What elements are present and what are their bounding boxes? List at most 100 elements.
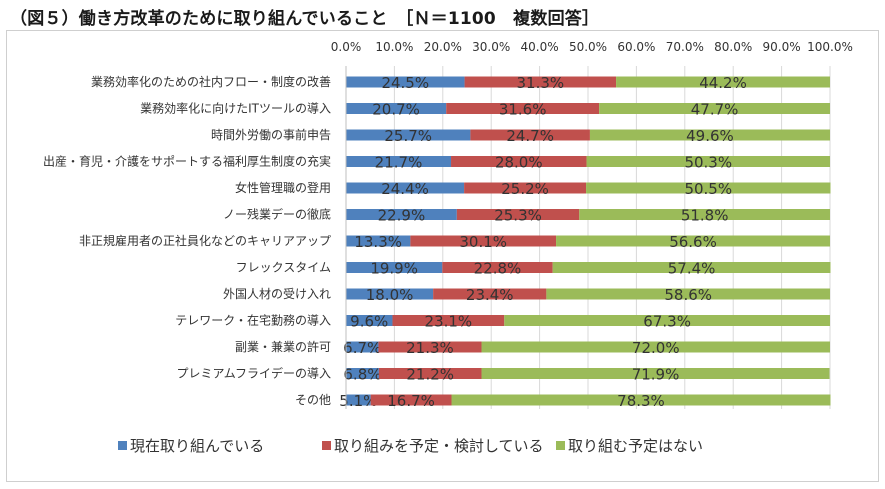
- data-label: 18.0%: [366, 286, 414, 304]
- x-tick-label: 70.0%: [666, 40, 704, 54]
- data-label: 22.8%: [474, 260, 522, 278]
- data-label: 23.1%: [425, 313, 473, 331]
- data-label: 56.6%: [669, 233, 717, 251]
- legend-label: 現在取り組んでいる: [130, 437, 264, 455]
- data-label: 47.7%: [691, 101, 739, 119]
- category-label: 業務効率化のための社内フロー・制度の改善: [91, 74, 331, 89]
- data-label: 19.9%: [370, 260, 418, 278]
- bar-segment: [346, 103, 447, 114]
- bar-segment: [442, 262, 553, 273]
- data-label: 21.7%: [375, 154, 423, 172]
- data-label: 72.0%: [632, 339, 680, 357]
- x-tick-label: 40.0%: [521, 40, 559, 54]
- x-tick-label: 20.0%: [424, 40, 462, 54]
- data-label: 24.5%: [381, 74, 429, 92]
- legend-label: 取り組む予定はない: [568, 437, 703, 455]
- data-label: 28.0%: [495, 154, 543, 172]
- data-label: 24.4%: [381, 180, 429, 198]
- category-label: テレワーク・在宅勤務の導入: [175, 313, 331, 328]
- category-label: 時間外労働の事前申告: [211, 127, 331, 142]
- bar-segment: [346, 156, 452, 167]
- category-label: 女性管理職の登用: [235, 180, 331, 195]
- data-label: 49.6%: [686, 127, 734, 145]
- bar-segment: [451, 394, 831, 406]
- bar-segment: [346, 129, 471, 141]
- bar-segment: [556, 235, 830, 247]
- data-label: 20.7%: [372, 101, 420, 119]
- bar-segment: [346, 288, 434, 300]
- category-label: ノー残業デーの徹底: [223, 207, 331, 222]
- data-label: 5.1%: [339, 392, 377, 410]
- bar-segment: [504, 315, 830, 326]
- bar-segment: [346, 235, 411, 247]
- data-label: 25.3%: [494, 207, 542, 225]
- data-label: 13.3%: [354, 233, 402, 251]
- bar-segment: [346, 394, 371, 406]
- category-label: その他: [295, 393, 331, 407]
- category-label: 外国人材の受け入れ: [223, 287, 331, 301]
- x-tick-label: 90.0%: [763, 40, 801, 54]
- data-label: 6.8%: [343, 366, 381, 384]
- bar-segment: [370, 394, 452, 406]
- data-label: 71.9%: [632, 366, 680, 384]
- data-label: 22.9%: [378, 207, 426, 225]
- data-label: 57.4%: [668, 260, 716, 278]
- bar-segment: [464, 76, 617, 88]
- bar-segment: [456, 209, 580, 220]
- data-label: 25.2%: [501, 180, 549, 198]
- x-tick-label: 30.0%: [472, 40, 510, 54]
- data-label: 31.6%: [499, 101, 547, 119]
- bar-segment: [346, 209, 457, 220]
- bar-segment: [552, 262, 831, 273]
- data-label: 24.7%: [506, 127, 554, 145]
- data-label: 21.3%: [406, 339, 454, 357]
- chart-title: （図５）働き方改革のために取り組んでいること ［Ｎ＝1100 複数回答］: [10, 9, 600, 29]
- bar-segment: [378, 368, 482, 379]
- bar-segment: [446, 103, 600, 114]
- data-label: 58.6%: [664, 286, 712, 304]
- bar-segment: [392, 315, 505, 326]
- bar-segment: [589, 129, 830, 141]
- legend-label: 取り組みを予定・検討している: [334, 437, 544, 455]
- bar-segment: [410, 235, 557, 247]
- bar-segment: [451, 156, 587, 167]
- x-tick-label: 100.0%: [807, 40, 853, 54]
- bar-segment: [470, 129, 590, 141]
- x-tick-label: 0.0%: [331, 40, 362, 54]
- bar-segment: [346, 262, 443, 273]
- bar-segment: [579, 209, 830, 220]
- legend-swatch: [118, 441, 127, 450]
- data-label: 9.6%: [350, 313, 388, 331]
- data-label: 50.3%: [684, 154, 732, 172]
- x-tick-label: 50.0%: [569, 40, 607, 54]
- data-label: 51.8%: [681, 207, 729, 225]
- legend-swatch: [556, 441, 565, 450]
- data-label: 67.3%: [643, 313, 691, 331]
- bar-segment: [346, 182, 465, 194]
- data-label: 23.4%: [466, 286, 514, 304]
- category-label: 出産・育児・介護をサポートする福利厚生制度の充実: [43, 154, 331, 169]
- bar-segment: [586, 182, 831, 194]
- data-label: 16.7%: [387, 392, 435, 410]
- chart-frame: [6, 30, 879, 482]
- category-label: 業務効率化に向けたITツールの導入: [140, 101, 331, 116]
- data-label: 31.3%: [516, 74, 564, 92]
- data-label: 44.2%: [699, 74, 747, 92]
- bar-segment: [481, 341, 830, 353]
- category-label: プレミアムフライデーの導入: [177, 366, 331, 381]
- data-label: 6.7%: [343, 339, 381, 357]
- legend-swatch: [322, 441, 331, 450]
- bar-segment: [481, 368, 830, 379]
- data-label: 21.2%: [406, 366, 454, 384]
- data-label: 50.5%: [684, 180, 732, 198]
- bar-segment: [616, 76, 830, 88]
- category-label: フレックスタイム: [236, 261, 331, 275]
- category-label: 副業・兼業の許可: [235, 340, 331, 354]
- x-tick-label: 60.0%: [617, 40, 655, 54]
- bar-segment: [546, 288, 830, 300]
- data-label: 25.7%: [384, 127, 432, 145]
- bar-segment: [346, 315, 393, 326]
- x-tick-label: 10.0%: [375, 40, 413, 54]
- bar-segment: [346, 341, 379, 353]
